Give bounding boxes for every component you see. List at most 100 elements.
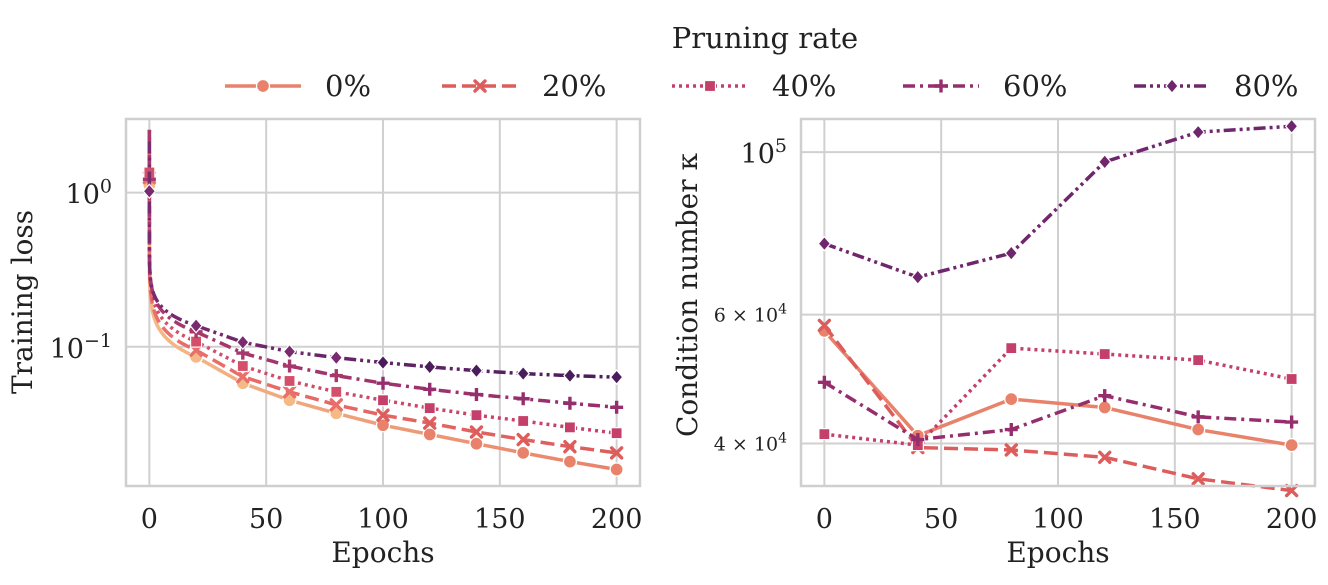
cond-point-3-1 (911, 433, 925, 447)
training-loss-chart: 0 50 100 150 200 100 10−1 Epochs Training loss (6, 117, 643, 569)
loss-point-4-9 (563, 367, 577, 384)
loss-point-4-10 (609, 369, 624, 386)
cond-point-1-3 (1098, 450, 1112, 465)
loss-point-4-7 (469, 362, 484, 379)
loss-ytick-0: 100 (66, 176, 112, 211)
loss-point-1-9 (563, 439, 577, 454)
loss-point-0-6 (422, 427, 437, 442)
cond-point-2-0 (818, 428, 831, 441)
legend-entries: 0% 20% 40% 60% 80% (225, 69, 1298, 103)
loss-point-2-5 (376, 394, 390, 407)
cond-point-0-5 (1284, 437, 1299, 453)
cond-point-0-4 (1191, 422, 1206, 437)
cond-line-3 (823, 380, 1292, 442)
loss-xtick-1: 50 (249, 504, 283, 535)
loss-point-4-6 (422, 358, 437, 375)
loss-point-4-5 (376, 354, 390, 371)
cond-point-0-3 (1097, 400, 1112, 415)
loss-point-2-10 (610, 427, 623, 440)
condition-number-xlabel: Epochs (1006, 536, 1109, 569)
cond-point-4-2 (1004, 245, 1019, 262)
condition-number-chart: 0 50 100 150 200 105 6 × 104 4 × 104 Epochs Con… (671, 117, 1318, 569)
loss-point-1-5 (376, 408, 390, 422)
cond-point-4-1 (911, 269, 925, 286)
loss-point-1-2 (236, 369, 250, 384)
cond-point-3-0 (817, 375, 831, 389)
loss-point-1-3 (282, 385, 297, 399)
condition-number-series (817, 118, 1299, 498)
loss-point-4-3 (282, 343, 297, 360)
cond-point-4-4 (1191, 124, 1205, 141)
legend: Pruning rate 0% 20% 40% 60% 80% (225, 21, 1298, 103)
cond-point-3-5 (1285, 415, 1299, 429)
training-loss-series (142, 129, 624, 477)
condition-number-grid (801, 119, 1315, 486)
loss-point-2-7 (470, 409, 483, 422)
training-loss-ylabel: Training loss (6, 210, 39, 394)
cond-ytick-1: 6 × 104 (714, 302, 787, 327)
loss-point-3-6 (423, 382, 437, 396)
cond-xtick-1: 50 (924, 504, 958, 535)
loss-point-3-8 (516, 392, 530, 406)
cond-xtick-4: 200 (1266, 504, 1318, 535)
cond-point-2-2 (1005, 342, 1018, 355)
cond-point-3-2 (1004, 423, 1018, 437)
loss-point-4-2 (236, 334, 250, 351)
loss-point-0-5 (375, 418, 391, 433)
cond-point-4-5 (1284, 118, 1299, 135)
loss-point-0-9 (562, 454, 578, 469)
loss-point-2-8 (517, 414, 530, 428)
legend-marker-0 (255, 78, 271, 94)
loss-point-3-9 (563, 396, 577, 410)
cond-point-3-3 (1098, 389, 1112, 403)
cond-point-1-0 (817, 318, 832, 333)
cond-xtick-3: 150 (1149, 504, 1201, 535)
loss-ytick-1: 10−1 (50, 330, 112, 365)
training-loss-ticks: 0 50 100 150 200 100 10−1 (50, 176, 643, 535)
loss-point-1-6 (423, 416, 437, 430)
cond-line-0 (823, 329, 1292, 447)
legend-title: Pruning rate (672, 21, 858, 55)
loss-point-3-7 (469, 388, 483, 402)
cond-point-2-3 (1098, 347, 1111, 361)
loss-xtick-0: 0 (141, 504, 158, 535)
training-loss-frame (124, 117, 642, 488)
cond-point-2-4 (1192, 354, 1205, 367)
loss-point-3-3 (283, 359, 297, 373)
cond-point-1-2 (1004, 443, 1018, 457)
loss-xtick-3: 150 (474, 504, 526, 535)
legend-marker-3 (934, 79, 948, 93)
cond-point-1-4 (1191, 472, 1205, 486)
legend-label-1: 20% (542, 69, 606, 103)
cond-xtick-0: 0 (816, 504, 833, 535)
condition-number-ylabel: Condition number κ (671, 152, 704, 437)
loss-point-2-4 (330, 385, 343, 398)
loss-xtick-4: 200 (591, 504, 643, 535)
loss-point-2-2 (236, 359, 249, 373)
loss-point-3-4 (329, 369, 343, 383)
cond-point-2-5 (1285, 372, 1298, 386)
legend-marker-2 (703, 79, 717, 93)
loss-point-2-6 (423, 402, 436, 415)
loss-point-4-1 (189, 317, 203, 334)
legend-label-2: 40% (772, 69, 836, 103)
loss-point-2-3 (283, 374, 296, 388)
condition-number-ticks: 0 50 100 150 200 105 6 × 104 4 × 104 (714, 135, 1318, 535)
cond-point-4-3 (1097, 153, 1112, 170)
legend-marker-1 (473, 79, 487, 93)
loss-point-4-4 (329, 349, 344, 366)
loss-point-1-10 (609, 446, 624, 460)
loss-point-2-9 (563, 421, 577, 434)
loss-point-1-8 (516, 432, 530, 447)
legend-label-3: 60% (1003, 69, 1067, 103)
loss-point-3-10 (610, 400, 624, 414)
cond-line-2 (824, 346, 1292, 447)
loss-point-3-5 (376, 376, 390, 390)
loss-point-4-0 (142, 183, 157, 200)
loss-xtick-2: 100 (357, 504, 409, 535)
loss-point-4-8 (516, 365, 530, 382)
loss-point-1-7 (469, 425, 484, 439)
loss-point-1-4 (329, 398, 343, 412)
legend-label-0: 0% (325, 69, 371, 103)
